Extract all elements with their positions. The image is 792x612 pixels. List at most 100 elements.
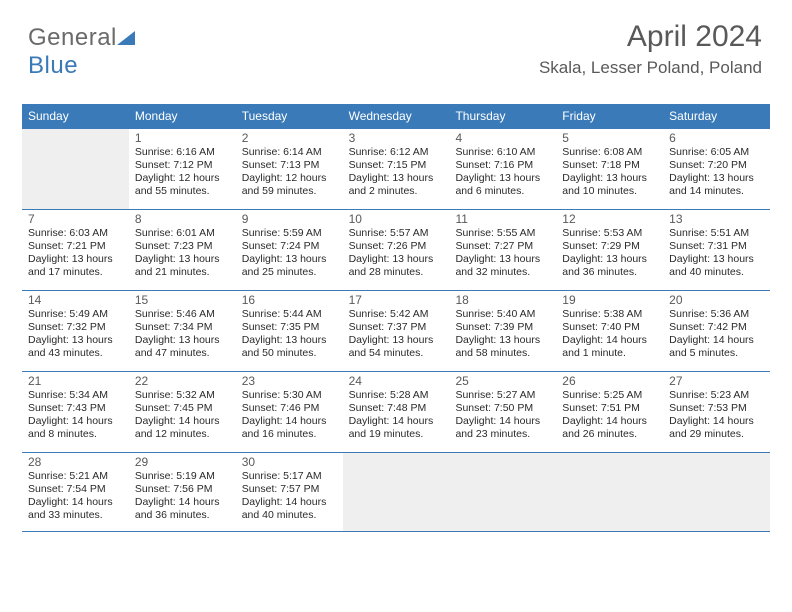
logo-text-1: General [28,24,117,51]
day-cell: 14Sunrise: 5:49 AMSunset: 7:32 PMDayligh… [22,291,129,371]
logo-text-2: Blue [28,52,78,79]
day-number: 6 [669,131,764,145]
weekday-header-cell: Monday [129,104,236,129]
day-details: Sunrise: 5:42 AMSunset: 7:37 PMDaylight:… [349,308,444,361]
day-number: 21 [28,374,123,388]
weekday-header-cell: Friday [556,104,663,129]
day-number: 9 [242,212,337,226]
day-cell: 3Sunrise: 6:12 AMSunset: 7:15 PMDaylight… [343,129,450,209]
day-details: Sunrise: 5:17 AMSunset: 7:57 PMDaylight:… [242,470,337,523]
day-cell: 13Sunrise: 5:51 AMSunset: 7:31 PMDayligh… [663,210,770,290]
day-cell: 12Sunrise: 5:53 AMSunset: 7:29 PMDayligh… [556,210,663,290]
day-number: 29 [135,455,230,469]
day-cell: 29Sunrise: 5:19 AMSunset: 7:56 PMDayligh… [129,453,236,531]
weekday-header-cell: Wednesday [343,104,450,129]
day-cell: 4Sunrise: 6:10 AMSunset: 7:16 PMDaylight… [449,129,556,209]
day-cell: 27Sunrise: 5:23 AMSunset: 7:53 PMDayligh… [663,372,770,452]
day-number: 8 [135,212,230,226]
day-details: Sunrise: 5:38 AMSunset: 7:40 PMDaylight:… [562,308,657,361]
day-details: Sunrise: 5:19 AMSunset: 7:56 PMDaylight:… [135,470,230,523]
day-number: 25 [455,374,550,388]
weekday-header-cell: Thursday [449,104,556,129]
day-number: 24 [349,374,444,388]
location: Skala, Lesser Poland, Poland [539,58,762,78]
day-cell [22,129,129,209]
day-number: 13 [669,212,764,226]
day-cell: 21Sunrise: 5:34 AMSunset: 7:43 PMDayligh… [22,372,129,452]
day-number: 4 [455,131,550,145]
weekday-header-cell: Sunday [22,104,129,129]
month-title: April 2024 [539,20,762,54]
day-cell: 22Sunrise: 5:32 AMSunset: 7:45 PMDayligh… [129,372,236,452]
day-details: Sunrise: 5:32 AMSunset: 7:45 PMDaylight:… [135,389,230,442]
day-details: Sunrise: 5:53 AMSunset: 7:29 PMDaylight:… [562,227,657,280]
day-cell: 11Sunrise: 5:55 AMSunset: 7:27 PMDayligh… [449,210,556,290]
day-number: 14 [28,293,123,307]
day-cell: 20Sunrise: 5:36 AMSunset: 7:42 PMDayligh… [663,291,770,371]
day-details: Sunrise: 5:23 AMSunset: 7:53 PMDaylight:… [669,389,764,442]
day-details: Sunrise: 5:25 AMSunset: 7:51 PMDaylight:… [562,389,657,442]
day-details: Sunrise: 5:36 AMSunset: 7:42 PMDaylight:… [669,308,764,361]
weekday-header-cell: Tuesday [236,104,343,129]
day-cell [556,453,663,531]
day-number: 5 [562,131,657,145]
day-number: 3 [349,131,444,145]
day-details: Sunrise: 5:46 AMSunset: 7:34 PMDaylight:… [135,308,230,361]
day-cell: 23Sunrise: 5:30 AMSunset: 7:46 PMDayligh… [236,372,343,452]
day-details: Sunrise: 5:51 AMSunset: 7:31 PMDaylight:… [669,227,764,280]
day-details: Sunrise: 6:12 AMSunset: 7:15 PMDaylight:… [349,146,444,199]
logo: General Blue [28,24,137,80]
day-number: 1 [135,131,230,145]
day-number: 26 [562,374,657,388]
day-number: 2 [242,131,337,145]
day-cell: 10Sunrise: 5:57 AMSunset: 7:26 PMDayligh… [343,210,450,290]
day-details: Sunrise: 5:21 AMSunset: 7:54 PMDaylight:… [28,470,123,523]
weekday-header-row: SundayMondayTuesdayWednesdayThursdayFrid… [22,104,770,129]
day-details: Sunrise: 5:40 AMSunset: 7:39 PMDaylight:… [455,308,550,361]
day-details: Sunrise: 5:44 AMSunset: 7:35 PMDaylight:… [242,308,337,361]
day-cell: 24Sunrise: 5:28 AMSunset: 7:48 PMDayligh… [343,372,450,452]
day-number: 12 [562,212,657,226]
week-row: 21Sunrise: 5:34 AMSunset: 7:43 PMDayligh… [22,372,770,453]
day-details: Sunrise: 6:05 AMSunset: 7:20 PMDaylight:… [669,146,764,199]
day-number: 19 [562,293,657,307]
day-cell: 18Sunrise: 5:40 AMSunset: 7:39 PMDayligh… [449,291,556,371]
day-cell: 5Sunrise: 6:08 AMSunset: 7:18 PMDaylight… [556,129,663,209]
day-cell: 8Sunrise: 6:01 AMSunset: 7:23 PMDaylight… [129,210,236,290]
day-details: Sunrise: 5:55 AMSunset: 7:27 PMDaylight:… [455,227,550,280]
calendar: SundayMondayTuesdayWednesdayThursdayFrid… [22,104,770,532]
day-number: 17 [349,293,444,307]
day-details: Sunrise: 5:49 AMSunset: 7:32 PMDaylight:… [28,308,123,361]
day-details: Sunrise: 6:01 AMSunset: 7:23 PMDaylight:… [135,227,230,280]
day-number: 22 [135,374,230,388]
day-details: Sunrise: 6:16 AMSunset: 7:12 PMDaylight:… [135,146,230,199]
day-cell [449,453,556,531]
day-number: 11 [455,212,550,226]
day-cell: 7Sunrise: 6:03 AMSunset: 7:21 PMDaylight… [22,210,129,290]
weekday-header-cell: Saturday [663,104,770,129]
header: April 2024 Skala, Lesser Poland, Poland [539,20,762,78]
calendar-body: 1Sunrise: 6:16 AMSunset: 7:12 PMDaylight… [22,129,770,532]
day-cell: 17Sunrise: 5:42 AMSunset: 7:37 PMDayligh… [343,291,450,371]
day-cell: 26Sunrise: 5:25 AMSunset: 7:51 PMDayligh… [556,372,663,452]
day-details: Sunrise: 5:28 AMSunset: 7:48 PMDaylight:… [349,389,444,442]
day-cell: 19Sunrise: 5:38 AMSunset: 7:40 PMDayligh… [556,291,663,371]
day-cell: 16Sunrise: 5:44 AMSunset: 7:35 PMDayligh… [236,291,343,371]
day-number: 20 [669,293,764,307]
day-number: 16 [242,293,337,307]
day-number: 30 [242,455,337,469]
day-details: Sunrise: 6:08 AMSunset: 7:18 PMDaylight:… [562,146,657,199]
day-cell: 30Sunrise: 5:17 AMSunset: 7:57 PMDayligh… [236,453,343,531]
day-details: Sunrise: 6:03 AMSunset: 7:21 PMDaylight:… [28,227,123,280]
day-cell: 9Sunrise: 5:59 AMSunset: 7:24 PMDaylight… [236,210,343,290]
day-number: 18 [455,293,550,307]
day-cell: 28Sunrise: 5:21 AMSunset: 7:54 PMDayligh… [22,453,129,531]
week-row: 14Sunrise: 5:49 AMSunset: 7:32 PMDayligh… [22,291,770,372]
day-cell: 6Sunrise: 6:05 AMSunset: 7:20 PMDaylight… [663,129,770,209]
day-cell [343,453,450,531]
day-details: Sunrise: 5:34 AMSunset: 7:43 PMDaylight:… [28,389,123,442]
day-details: Sunrise: 5:27 AMSunset: 7:50 PMDaylight:… [455,389,550,442]
day-cell [663,453,770,531]
day-cell: 1Sunrise: 6:16 AMSunset: 7:12 PMDaylight… [129,129,236,209]
day-cell: 25Sunrise: 5:27 AMSunset: 7:50 PMDayligh… [449,372,556,452]
